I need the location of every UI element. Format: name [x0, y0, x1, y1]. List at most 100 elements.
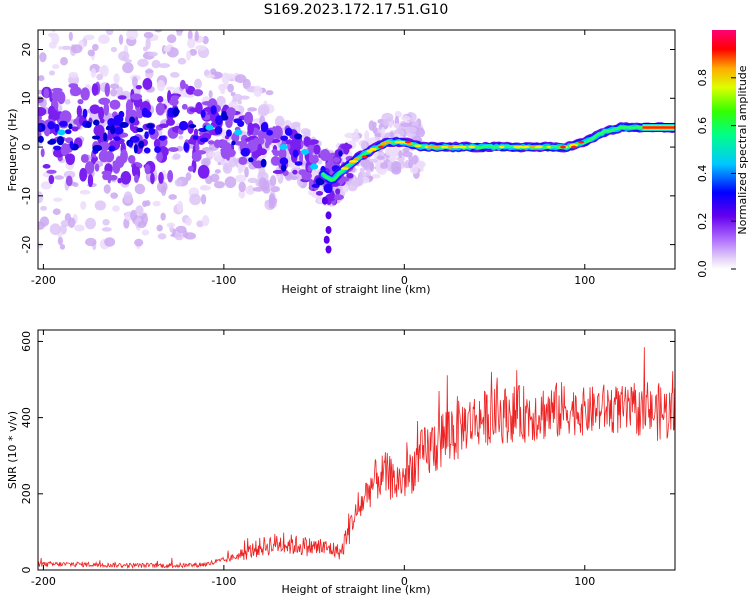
spectrogram-cell	[298, 169, 308, 176]
spectrogram-noise-cell	[143, 31, 154, 39]
spectrogram-cell	[234, 129, 243, 136]
spectrogram-cell	[210, 105, 217, 115]
spectrogram-cell	[221, 110, 227, 119]
spectrogram-noise-cell	[122, 62, 134, 74]
spectrogram-cell	[54, 123, 60, 133]
spectrogram-cell	[107, 118, 116, 127]
spectrogram-cell	[167, 170, 174, 183]
spectrogram-peak	[340, 167, 349, 170]
spectrogram-noise-cell	[180, 17, 189, 24]
spectrogram-cell	[215, 115, 223, 126]
spectrogram-noise-cell	[145, 69, 154, 74]
colorbar-label: Normalized spectral amplitude	[736, 65, 749, 234]
spectrogram-x-tick-label: 100	[574, 274, 595, 287]
spectrogram-cell	[167, 147, 179, 153]
spectrogram-cell	[92, 144, 103, 152]
spectrogram-cell	[308, 155, 315, 161]
spectrogram-noise-cell	[59, 243, 66, 250]
spectrogram-cell	[129, 109, 138, 119]
spectrogram-cell	[99, 118, 105, 124]
spectrogram-noise-cell	[38, 75, 45, 82]
spectrogram-noise-cell	[224, 176, 237, 189]
spectrogram-cell	[117, 95, 127, 100]
spectrogram-cell	[47, 121, 55, 130]
spectrogram-peak	[569, 143, 579, 147]
spectrogram-noise-cell	[60, 219, 71, 227]
colorbar-tick-label: 0.2	[696, 212, 709, 230]
snr-background	[38, 330, 675, 570]
spectrogram-noise-cell	[194, 30, 199, 42]
spectrogram-noise-cell	[43, 19, 53, 26]
spectrogram-cell	[303, 136, 311, 147]
spectrogram-noise-cell	[123, 191, 133, 203]
spectrogram-noise-cell	[168, 194, 177, 200]
spectrogram-peak	[468, 145, 476, 149]
colorbar-gradient	[712, 30, 736, 269]
spectrogram-noise-cell	[205, 74, 215, 79]
spectrogram-cell	[125, 99, 134, 113]
spectrogram-cell	[130, 93, 143, 101]
spectrogram-cell	[323, 183, 333, 194]
spectrogram-cell	[127, 154, 136, 164]
spectrogram-noise-cell	[252, 186, 265, 192]
spectrogram-noise-cell	[52, 64, 60, 70]
spectrogram-peak	[427, 145, 433, 149]
spectrogram-cell	[148, 127, 156, 135]
snr-x-label: Height of straight line (km)	[281, 583, 430, 596]
spectrogram-noise-cell	[214, 169, 221, 174]
spectrogram-x-tick-label: -200	[31, 274, 56, 287]
spectrogram-cell	[248, 157, 254, 163]
spectrogram-cell	[346, 172, 354, 179]
spectrogram-noise-cell	[186, 18, 197, 29]
spectrogram-y-tick-label: 10	[20, 91, 33, 105]
spectrogram-noise-cell	[113, 73, 120, 85]
spectrogram-cell	[65, 175, 73, 187]
spectrogram-noise-cell	[253, 85, 263, 97]
snr-y-tick-label: 400	[20, 407, 33, 428]
spectrogram-noise-cell	[87, 49, 95, 57]
spectrogram-cell	[195, 102, 203, 114]
spectrogram-cell	[93, 119, 100, 126]
spectrogram-noise-cell	[48, 41, 57, 49]
spectrogram-peak	[348, 159, 359, 163]
spectrogram-y-tick-label: -10	[20, 187, 33, 205]
spectrogram-cell	[231, 140, 236, 146]
spectrogram-noise-cell	[238, 181, 246, 193]
spectrogram-cell	[178, 120, 189, 131]
spectrogram-noise-cell	[268, 202, 275, 209]
spectrogram-noise-cell	[154, 30, 163, 33]
spectrogram-noise-cell	[38, 20, 47, 30]
spectrogram-noise-cell	[109, 13, 119, 22]
spectrogram-cell	[143, 147, 151, 154]
spectrogram-noise-cell	[39, 52, 47, 63]
spectrogram-noise-cell	[145, 37, 151, 50]
spectrogram-peak	[520, 145, 530, 149]
spectrogram-cell	[270, 155, 281, 166]
spectrogram-cell	[181, 103, 188, 110]
spectrogram-cell	[98, 150, 110, 163]
spectrogram-noise-cell	[109, 83, 120, 90]
spectrogram-noise-cell	[174, 231, 185, 241]
spectrogram-noise-cell	[105, 30, 114, 36]
spectrogram-noise-cell	[178, 135, 184, 140]
spectrogram-x-label: Height of straight line (km)	[281, 283, 430, 296]
spectrogram-noise-cell	[257, 104, 270, 116]
spectrogram-noise-cell	[187, 38, 196, 49]
spectrogram-peak	[361, 155, 368, 159]
spectrogram-noise-cell	[172, 153, 181, 160]
snr-y-label: SNR (10 * v/v)	[6, 411, 19, 489]
spectrogram-noise-cell	[369, 158, 378, 163]
spectrogram-noise-cell	[126, 30, 139, 40]
spectrogram-cell	[266, 129, 273, 136]
spectrogram-cell	[104, 82, 110, 97]
spectrogram-cell	[133, 143, 138, 154]
spectrogram-cell	[69, 86, 82, 97]
spectrogram-noise-cell	[391, 160, 402, 173]
spectrogram-noise-cell	[269, 175, 277, 187]
spectrogram-cell	[150, 172, 155, 185]
spectrogram-noise-cell	[270, 185, 280, 193]
spectrogram-cell	[80, 153, 89, 163]
spectrogram-noise-cell	[247, 107, 258, 112]
spectrogram-noise-cell	[376, 155, 385, 160]
spectrogram-cell	[200, 109, 206, 118]
